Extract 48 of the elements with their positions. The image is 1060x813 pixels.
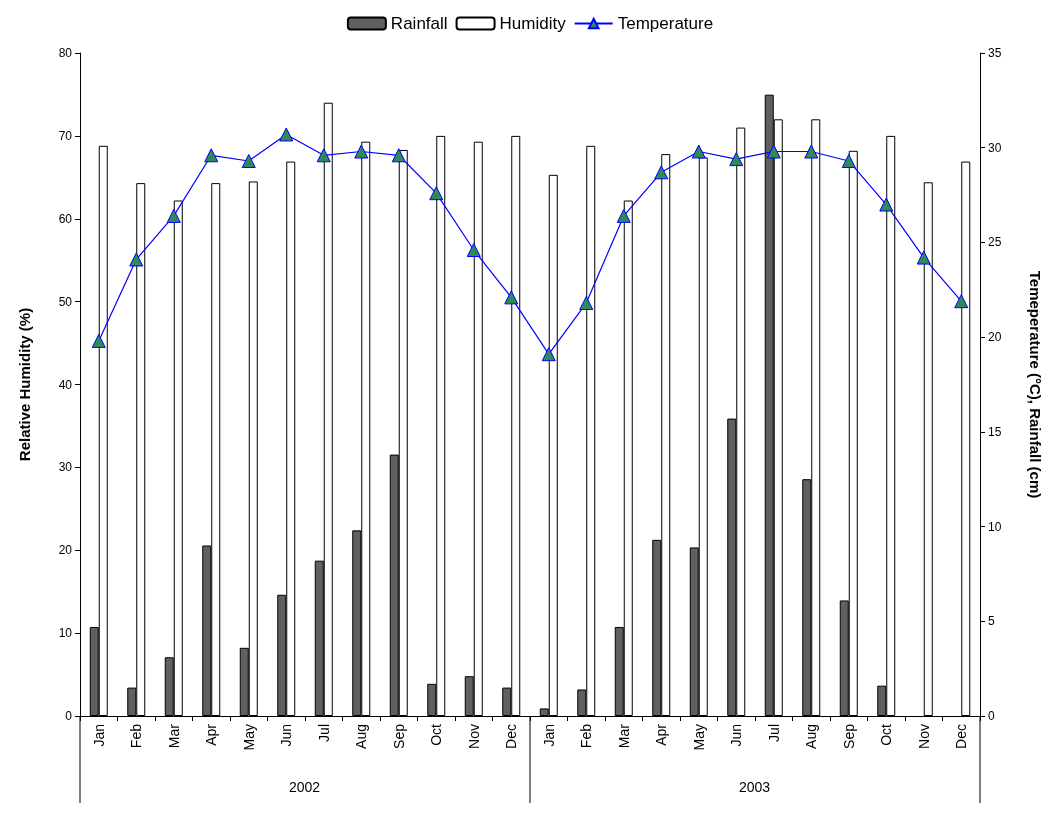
y2-tick-label: 5 [988,614,995,629]
y2-tick-label: 20 [988,330,1002,345]
y-tick-label: 40 [58,377,73,392]
y-tick-label: 30 [58,460,73,475]
y-tick-label: 20 [58,543,73,558]
y2-tick-label: 30 [988,140,1002,155]
x-tick-label: May [690,724,707,751]
y-tick-label: 60 [58,211,73,226]
x-tick-label: Mar [165,723,182,749]
x-tick-label: Apr [653,723,670,746]
x-tick-label: Dec [503,724,520,749]
text: 2003 [739,779,771,795]
x-tick-label: Mar [615,723,632,749]
x-tick-label: Nov [465,724,482,749]
x-tick-label: Sep [390,723,407,749]
x-tick-label: Jul [765,724,782,742]
x-tick-label: Feb [128,723,145,749]
text: 2002 [289,779,321,795]
y2-tick-label: 15 [988,424,1002,439]
y2-tick-label: 0 [988,709,995,723]
x-tick-label: Jun [278,724,295,747]
y-tick-label: 10 [58,626,73,641]
x-tick-label: May [240,724,257,751]
x-tick-label: Sep [840,723,857,749]
x-tick-label: Jun [728,724,745,747]
x-tick-label: Dec [953,724,970,749]
x-tick-label: Oct [878,723,895,746]
y2-axis-title: Temeperature (°C), Rainfall (cm) [1027,270,1044,499]
y-tick-label: 50 [58,294,73,309]
x-tick-label: Jul [315,724,332,742]
y2-tick-label: 10 [988,519,1002,534]
legend-label: Rainfall [390,14,448,33]
y-axis-title: Relative Humidity (%) [16,307,33,462]
x-tick-label: Jan [90,724,107,747]
y-tick-label: 70 [58,128,73,143]
legend-label: Temperature [617,14,714,33]
x-tick-label: Aug [353,724,370,749]
legend-label: Humidity [499,14,567,33]
x-tick-label: Oct [428,723,445,746]
y2-tick-label: 25 [988,235,1002,250]
x-tick-label: Aug [803,724,820,749]
x-tick-label: Jan [540,724,557,747]
x-tick-label: Apr [203,723,220,746]
y-tick-label: 0 [65,709,73,723]
y2-tick-label: 35 [988,46,1002,60]
x-tick-label: Feb [578,723,595,749]
x-tick-label: Nov [915,724,932,749]
y-tick-label: 80 [58,46,73,60]
